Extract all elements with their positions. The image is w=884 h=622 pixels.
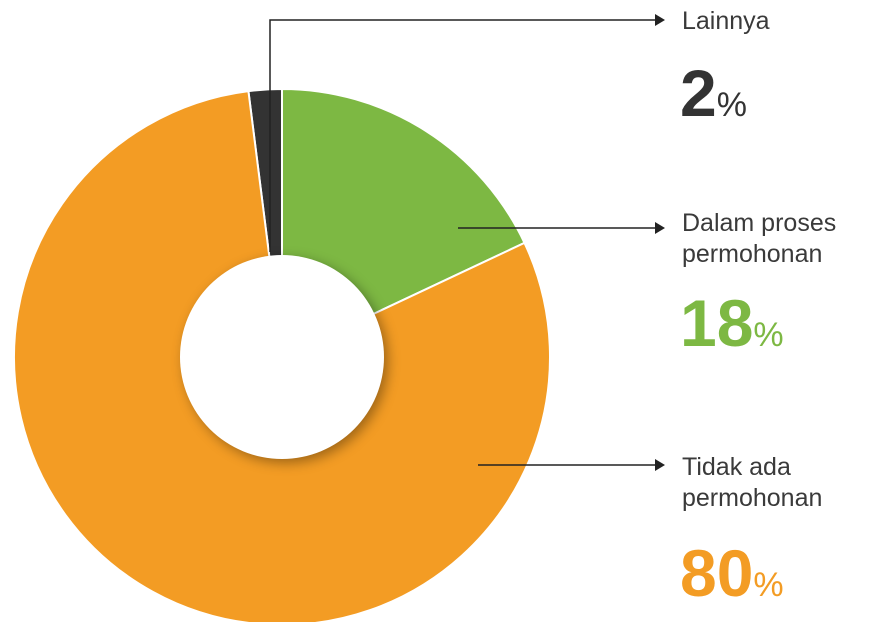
- legend-label: Tidak ada permohonan: [682, 453, 823, 512]
- slice: [13, 89, 551, 622]
- legend-label: Dalam proses permohonan: [682, 209, 837, 268]
- value-label: 2%: [680, 60, 747, 138]
- leader-lines: [269, 19, 655, 466]
- donut-hole: [180, 255, 384, 459]
- legend-label: Lainnya: [682, 7, 770, 35]
- value-number: 2: [680, 56, 717, 130]
- value-label: 18%: [680, 290, 784, 368]
- value-unit: %: [753, 316, 784, 354]
- value-unit: %: [716, 86, 747, 124]
- value-number: 80: [680, 536, 754, 610]
- arrowheads: [655, 14, 665, 471]
- value-number: 18: [680, 286, 754, 360]
- value-unit: %: [753, 566, 784, 604]
- value-label: 80%: [680, 540, 784, 618]
